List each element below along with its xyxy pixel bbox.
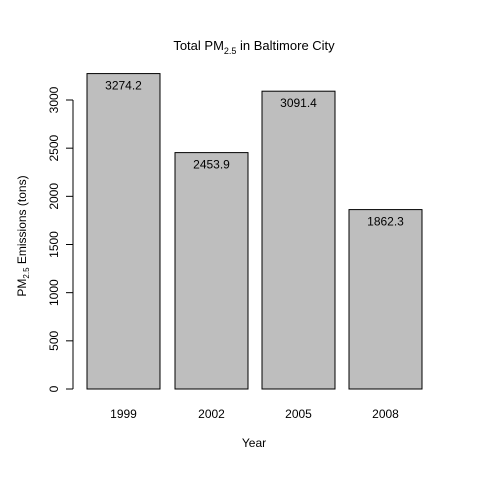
- y-tick-label: 2500: [47, 134, 61, 161]
- bar-value-label: 3091.4: [280, 96, 317, 110]
- x-category-label: 1999: [110, 407, 137, 421]
- y-tick-label: 1500: [47, 231, 61, 258]
- x-axis-label: Year: [242, 436, 266, 450]
- bar-2005: [261, 90, 336, 390]
- x-category-label: 2008: [372, 407, 399, 421]
- y-axis-label: PM2.5 Emissions (tons): [15, 175, 31, 296]
- y-tick-label: 3000: [47, 86, 61, 113]
- bar-1999: [86, 73, 161, 390]
- bar-value-label: 3274.2: [105, 79, 142, 93]
- bar-2008: [348, 209, 423, 390]
- x-category-labels: 1999 2002 2005 2008: [110, 407, 399, 421]
- bar-2002: [174, 152, 249, 390]
- bar-value-label: 2453.9: [193, 158, 230, 172]
- bar-value-labels: 3274.2 2453.9 3091.4 1862.3: [105, 79, 404, 229]
- x-category-label: 2002: [198, 407, 225, 421]
- y-tick-label: 1000: [47, 279, 61, 306]
- y-tick-label: 2000: [47, 183, 61, 210]
- chart-title-rest: in Baltimore City: [236, 38, 335, 53]
- bars-group: [86, 73, 423, 390]
- y-axis: 0 500 1000 1500 2000 2500 3000: [47, 86, 74, 392]
- chart-title-main: Total PM: [173, 38, 224, 53]
- y-tick-label: 500: [47, 331, 61, 351]
- y-axis-label-main: PM: [15, 279, 29, 297]
- y-axis-label-rest: Emissions (tons): [15, 175, 29, 267]
- chart-title-subscript: 2.5: [224, 46, 237, 56]
- y-tick-label: 0: [47, 385, 61, 392]
- chart-title: Total PM2.5 in Baltimore City: [173, 38, 335, 56]
- y-axis-label-subscript: 2.5: [22, 267, 31, 279]
- bar-value-label: 1862.3: [367, 215, 404, 229]
- x-category-label: 2005: [285, 407, 312, 421]
